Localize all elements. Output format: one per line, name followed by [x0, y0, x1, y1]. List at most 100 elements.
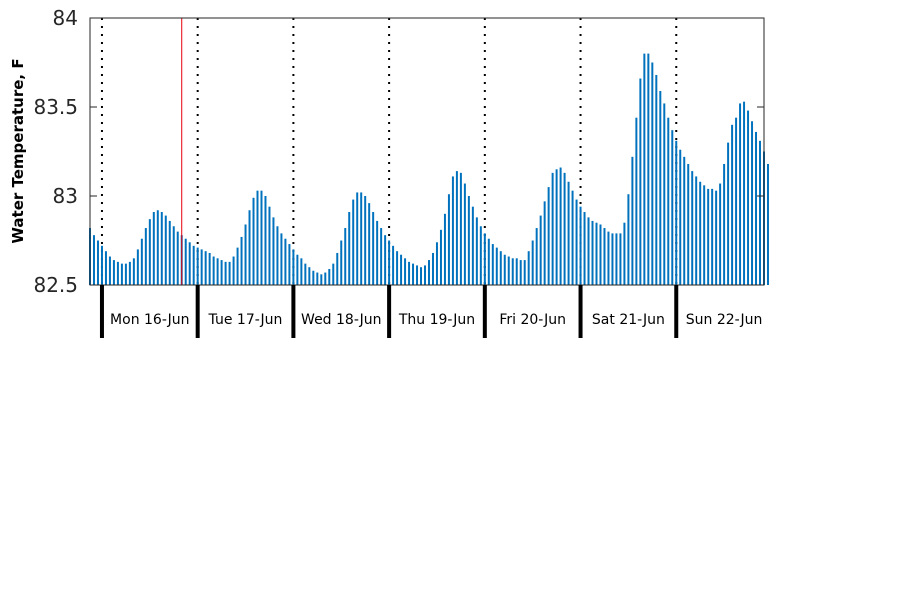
temperature-bar: [248, 210, 251, 285]
temperature-bar: [176, 231, 179, 285]
temperature-bar: [276, 226, 279, 285]
temperature-bar: [507, 256, 510, 285]
temperature-bar: [711, 188, 714, 285]
temperature-bar: [232, 256, 235, 285]
temperature-bar: [475, 217, 478, 285]
day-axis: Mon 16-Jun Tue 17-Jun Wed 18-Jun Thu 19-Jun…: [99, 285, 762, 338]
temperature-bar: [559, 167, 562, 285]
temperature-bar: [400, 254, 403, 285]
temperature-bar: [148, 219, 151, 285]
temperature-bar: [755, 131, 758, 285]
temperature-bar: [212, 256, 215, 285]
temperature-bar: [515, 258, 518, 285]
temperature-bar: [695, 176, 698, 285]
temperature-bar: [747, 110, 750, 285]
temperature-bar: [527, 251, 530, 285]
temperature-bar: [719, 183, 722, 285]
temperature-bar: [280, 233, 283, 285]
temperature-bar: [447, 194, 450, 285]
temperature-bar: [587, 217, 590, 285]
temperature-bar: [551, 172, 554, 285]
temperature-bar: [647, 53, 650, 285]
temperature-bar: [144, 228, 147, 285]
temperature-bar: [160, 212, 163, 285]
temperature-bar: [236, 247, 239, 285]
temperature-bar: [611, 233, 614, 285]
temperature-bar: [503, 254, 506, 285]
temperature-bar: [511, 258, 514, 285]
temperature-bar: [431, 252, 434, 285]
temperature-bar: [252, 197, 255, 285]
temperature-bar: [396, 251, 399, 285]
temperature-bar: [575, 199, 578, 285]
temperature-bar: [435, 242, 438, 285]
temperature-bar: [104, 251, 107, 285]
temperature-bar: [707, 188, 710, 285]
temperature-bar: [256, 190, 259, 285]
temperature-bar: [300, 258, 303, 285]
temperature-bar: [224, 261, 227, 285]
temperature-bar: [659, 90, 662, 285]
temperature-bar: [100, 245, 103, 285]
day-label: Tue 17-Jun: [208, 312, 283, 328]
temperature-bar: [603, 228, 606, 285]
temperature-bar: [384, 235, 387, 285]
temperature-bar: [352, 199, 355, 285]
temperature-bar: [308, 267, 311, 285]
temperature-bar: [599, 224, 602, 285]
temperature-bar: [412, 263, 415, 285]
temperature-bar: [420, 267, 423, 285]
temperature-bar: [372, 212, 375, 285]
temperature-bar: [483, 233, 486, 285]
temperature-bar: [631, 156, 634, 285]
temperature-bar: [523, 260, 526, 285]
temperature-bar: [531, 240, 534, 285]
temperature-bar: [200, 249, 203, 285]
day-label: Wed 18-Jun: [301, 312, 382, 328]
temperature-bar: [408, 261, 411, 285]
temperature-bar: [220, 260, 223, 285]
temperature-bar: [487, 238, 490, 285]
temperature-bar: [140, 238, 143, 285]
temperature-bar: [204, 251, 207, 285]
y-tick-label: 83: [53, 184, 78, 208]
y-tick-label: 82.5: [33, 273, 78, 297]
temperature-bar: [320, 274, 323, 285]
temperature-bar: [539, 215, 542, 285]
temperature-bar: [388, 240, 391, 285]
temperature-bar: [451, 176, 454, 285]
temperature-bar: [499, 251, 502, 285]
temperature-bar: [228, 261, 231, 285]
temperature-bar: [495, 247, 498, 285]
temperature-bar: [731, 124, 734, 285]
temperature-bar: [116, 261, 119, 285]
temperature-bar: [579, 206, 582, 285]
temperature-bar: [623, 222, 626, 285]
temperature-bar: [455, 171, 458, 285]
temperature-bar: [663, 103, 666, 285]
temperature-bar: [683, 156, 686, 285]
temperature-bar: [519, 260, 522, 285]
temperature-bar: [751, 121, 754, 286]
y-tick-label: 84: [53, 6, 78, 30]
temperature-bar: [675, 140, 678, 285]
temperature-bar: [691, 171, 694, 285]
temperature-bar: [364, 196, 367, 285]
temperature-bar: [667, 117, 670, 286]
temperature-bar: [264, 196, 267, 285]
temperature-bar: [136, 249, 139, 285]
temperature-bar: [743, 101, 746, 285]
temperature-bar: [368, 203, 371, 285]
temperature-bar: [96, 240, 99, 285]
plot-background: [90, 18, 764, 285]
temperature-bar: [547, 187, 550, 285]
temperature-bar: [619, 233, 622, 285]
temperature-bar: [443, 213, 446, 285]
temperature-bar: [703, 185, 706, 285]
temperature-bar: [344, 228, 347, 285]
plot-frame: [89, 17, 765, 286]
day-label: Fri 20-Jun: [499, 312, 566, 328]
day-label: Thu 19-Jun: [398, 312, 475, 328]
temperature-bar: [591, 220, 594, 285]
